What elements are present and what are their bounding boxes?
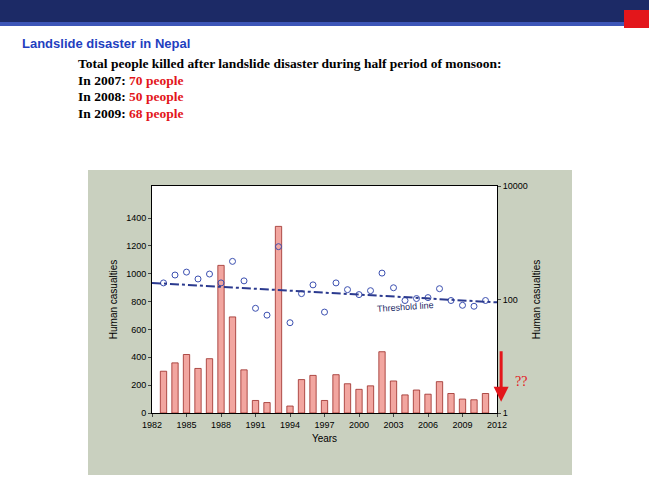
svg-text:100: 100 <box>503 295 518 305</box>
html-text:Landslide disaster in Nepal: Landslide disaster in Nepal <box>22 36 191 51</box>
html-text:In 2007: 70 people: In 2007: 70 people <box>78 72 184 88</box>
svg-text:1988: 1988 <box>211 420 231 430</box>
svg-text:2009: 2009 <box>452 420 472 430</box>
html-text:In 2008: 50 people: In 2008: 50 people <box>78 89 184 104</box>
svg-text:1982: 1982 <box>142 420 162 430</box>
svg-text:1997: 1997 <box>314 420 334 430</box>
html-text:Total people killed after land: Total people killed after landslide disa… <box>78 56 502 71</box>
svg-text:10000: 10000 <box>503 181 528 191</box>
svg-text:1200: 1200 <box>126 241 146 251</box>
svg-text:1991: 1991 <box>245 420 265 430</box>
svg-text:Human casualties: Human casualties <box>108 260 119 339</box>
html-text:In 2009: 68 people: In 2009: 68 people <box>78 105 184 121</box>
svg-text:1994: 1994 <box>280 420 300 430</box>
svg-text:2000: 2000 <box>349 420 369 430</box>
svg-text:2003: 2003 <box>383 420 403 430</box>
svg-text:1985: 1985 <box>176 420 196 430</box>
svg-text:1400: 1400 <box>126 213 146 223</box>
svg-text:Years: Years <box>312 433 337 444</box>
svg-text:1000: 1000 <box>126 269 146 279</box>
svg-text:1: 1 <box>503 408 508 418</box>
svg-text:200: 200 <box>131 380 146 390</box>
svg-text:0: 0 <box>141 408 146 418</box>
svg-text:2012: 2012 <box>487 420 507 430</box>
svg-text:Threshold line: Threshold line <box>377 300 434 314</box>
svg-text:Human casualties: Human casualties <box>531 260 542 339</box>
svg-text:800: 800 <box>131 297 146 307</box>
svg-text:600: 600 <box>131 325 146 335</box>
svg-text:400: 400 <box>131 352 146 362</box>
svg-text:??: ?? <box>515 374 527 389</box>
svg-text:2006: 2006 <box>418 420 438 430</box>
